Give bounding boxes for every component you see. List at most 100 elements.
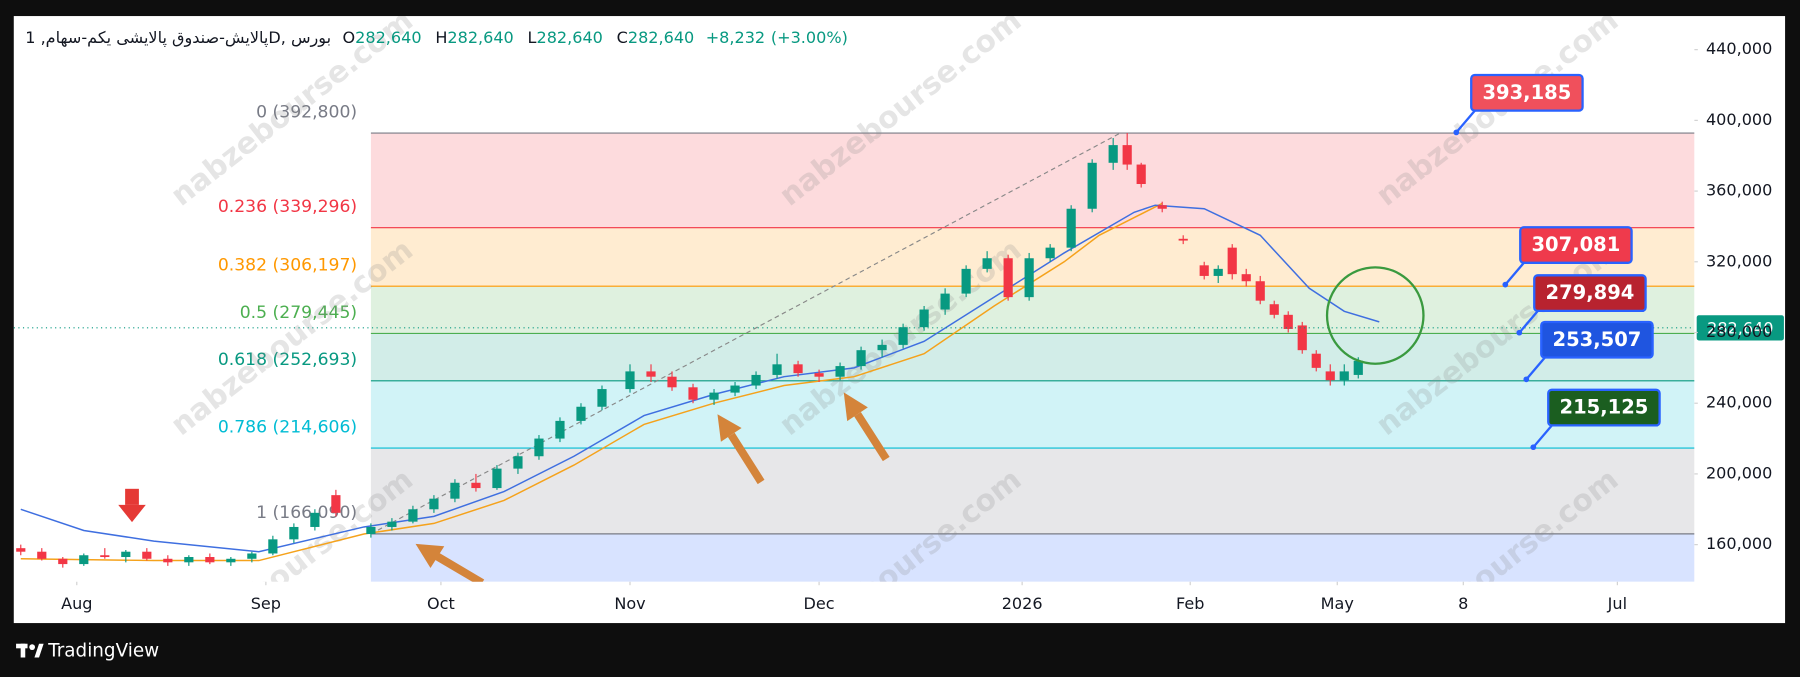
branding: TradingView xyxy=(16,641,159,662)
candle-body xyxy=(1066,208,1076,248)
fib-level-label: 0.786 (214,606) xyxy=(218,417,357,437)
candle-body xyxy=(625,371,635,390)
fib-level-label: 0 (392,800) xyxy=(256,102,357,122)
symbol-name: پالایش-صندوق پالایشی یکم-سهام, 1D, بورس xyxy=(25,27,331,47)
candle-body xyxy=(331,495,341,513)
y-tick-label: 200,000 xyxy=(1706,463,1772,482)
candle-body xyxy=(429,498,439,510)
candle-body xyxy=(1136,164,1146,185)
candle-body xyxy=(709,392,719,400)
callout-point xyxy=(1502,281,1509,288)
ohlc-value: 282,640 xyxy=(355,27,421,46)
orange-arrow-head xyxy=(415,543,445,568)
candle-body xyxy=(1353,360,1363,375)
candle-body xyxy=(772,364,782,375)
header-text: پالایش-صندوق پالایشی یکم-سهام, 1D, بورس O… xyxy=(25,27,848,47)
candle-body xyxy=(450,482,460,499)
candle-body xyxy=(1045,247,1055,259)
candle-body xyxy=(1339,371,1349,381)
candle-body xyxy=(289,526,299,540)
candle-body xyxy=(1108,145,1118,163)
candle-body xyxy=(835,366,845,377)
candle-body xyxy=(387,521,397,527)
candle-body xyxy=(1213,268,1223,276)
highlight-circle xyxy=(1325,266,1425,365)
fib-level-label: 0.5 (279,445) xyxy=(240,303,357,323)
candle-body xyxy=(492,468,502,489)
callout-connector xyxy=(1525,355,1547,381)
fib-extension-band xyxy=(370,533,1695,582)
callout-point xyxy=(1530,444,1537,451)
ohlc-value: 282,640 xyxy=(447,27,513,46)
current-price-tag xyxy=(1696,315,1784,341)
fib-band xyxy=(370,380,1695,449)
y-tick-label: 160,000 xyxy=(1706,534,1772,553)
logo-part xyxy=(34,643,44,658)
candle-body xyxy=(1269,304,1279,315)
callout-point xyxy=(1523,376,1530,383)
callout-connector xyxy=(1518,308,1540,334)
candle-body xyxy=(1283,314,1293,329)
candle-body xyxy=(646,371,656,377)
candle-body xyxy=(247,553,257,559)
candle-body xyxy=(1199,265,1209,276)
fib-level-label: 0.236 (339,296) xyxy=(218,197,357,217)
fib-level-label: 0.618 (252,693) xyxy=(218,350,357,370)
candle-body xyxy=(79,555,89,565)
candle-body xyxy=(1157,205,1167,209)
fib-band xyxy=(370,448,1695,534)
candle-body xyxy=(576,406,586,421)
candle-body xyxy=(793,364,803,374)
candle-body xyxy=(814,373,824,377)
candle-body xyxy=(268,539,278,554)
candle-body xyxy=(877,344,887,351)
orange-arrow xyxy=(727,432,765,485)
ohlc-key: C xyxy=(617,27,628,46)
x-tick-label: Feb xyxy=(1176,594,1204,613)
callout-box xyxy=(1470,73,1584,112)
callout-box xyxy=(1533,274,1647,313)
down-arrow xyxy=(125,488,139,505)
candle-body xyxy=(1241,274,1251,282)
candle-body xyxy=(1087,162,1097,209)
callout-label: 393,185 xyxy=(1482,81,1571,104)
x-tick-label: 8 xyxy=(1458,594,1468,613)
change: +8,232 xyxy=(706,27,765,46)
callout-box xyxy=(1540,320,1654,359)
orange-arrow-head xyxy=(843,392,868,422)
candle-body xyxy=(1311,353,1321,368)
candle-body xyxy=(1325,371,1335,381)
candle-body xyxy=(184,557,194,563)
drawings xyxy=(118,266,1425,582)
ohlc-key: O xyxy=(343,27,356,46)
candle-body xyxy=(37,551,47,559)
trend-line xyxy=(370,132,1121,535)
callout-box xyxy=(1547,388,1661,427)
callout-label: 215,125 xyxy=(1560,396,1649,419)
candle-body xyxy=(1122,145,1132,165)
plot-layer: 0 (392,800) 0.236 (339,296) 0.382 (306,197… xyxy=(13,16,1784,613)
orange-arrow xyxy=(854,412,890,462)
y-tick-label: 360,000 xyxy=(1706,181,1772,200)
x-tick-label: May xyxy=(1321,594,1355,613)
logo-part xyxy=(20,643,26,658)
callout-connector xyxy=(1532,423,1554,448)
candle-body xyxy=(856,350,866,367)
candle-body xyxy=(1003,258,1013,298)
candle-body xyxy=(1227,247,1237,275)
header: پالایش-صندوق پالایشی یکم-سهام, 1D, بورس O… xyxy=(25,27,848,47)
x-tick-label: Aug xyxy=(61,594,92,613)
candle-body xyxy=(534,438,544,457)
ohlc-value: 282,640 xyxy=(628,27,694,46)
ohlc-key: L xyxy=(528,27,537,46)
candle-body xyxy=(667,376,677,388)
y-tick-label: 440,000 xyxy=(1706,39,1772,58)
candle-body xyxy=(919,309,929,328)
candle-body xyxy=(1178,238,1188,241)
chart-panel xyxy=(13,16,1786,624)
down-arrow-head xyxy=(118,504,146,523)
current-price-label: 282,640 xyxy=(1707,318,1773,337)
candle-body xyxy=(16,548,26,552)
fib-band xyxy=(370,333,1695,381)
candle-body xyxy=(898,327,908,345)
